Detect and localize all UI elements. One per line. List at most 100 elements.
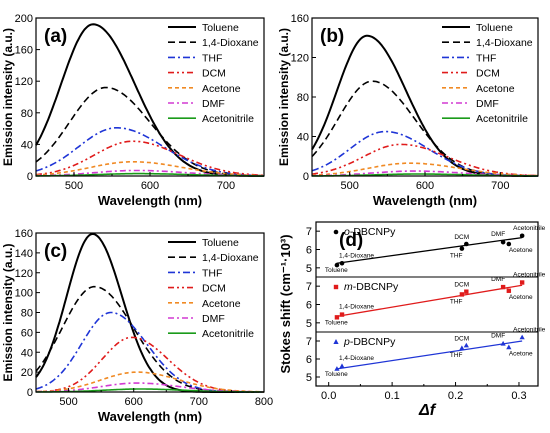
- point-label: Toluene: [325, 371, 348, 378]
- point-label: DMF: [491, 333, 505, 340]
- y-tick-label: 80: [21, 308, 33, 320]
- data-point: [506, 344, 512, 350]
- data-point: [464, 289, 469, 294]
- data-point: [339, 260, 345, 266]
- y-tick-label: 6: [306, 354, 312, 366]
- y-tick-label: 6: [306, 300, 312, 312]
- point-label: Acetone: [509, 294, 533, 301]
- point-label: THF: [450, 352, 463, 359]
- point-label: DMF: [491, 231, 505, 238]
- point-label: Toluene: [325, 267, 348, 274]
- series-line-thf: [35, 127, 264, 177]
- y-tick-label: 0: [303, 171, 309, 183]
- data-point: [464, 241, 469, 247]
- y-tick-label: 60: [21, 327, 33, 339]
- data-point: [463, 342, 469, 348]
- data-point: [334, 262, 340, 268]
- y-tick-label: 7: [306, 281, 312, 293]
- point-label: Acetone: [509, 247, 533, 254]
- point-label: Acetone: [509, 350, 533, 357]
- x-tick-label: 700: [217, 180, 235, 192]
- series-line-dmf: [36, 382, 264, 393]
- point-label: DCM: [454, 336, 469, 343]
- y-tick-label: 80: [21, 108, 33, 120]
- data-point: [339, 363, 345, 369]
- x-tick-label: 0.0: [321, 390, 336, 402]
- y-tick-label: 160: [291, 13, 309, 25]
- x-tick-label: 600: [141, 180, 159, 192]
- legend-label: Acetone: [202, 83, 241, 95]
- x-tick-label: 500: [59, 396, 77, 408]
- x-tick-label: 800: [255, 396, 273, 408]
- data-point: [334, 315, 340, 320]
- legend-label: Acetonitrile: [476, 113, 528, 125]
- y-tick-label: 200: [15, 13, 33, 25]
- point-label: Acetonitrile: [513, 326, 546, 333]
- data-point: [339, 312, 345, 317]
- y-tick-label: 100: [15, 288, 33, 300]
- emission-panel-c: 500 600 700 800 0 20 40 60 80 100 120 140 160 Wavelen…: [1, 228, 273, 424]
- x-tick-label: 600: [125, 396, 143, 408]
- y-tick-label: 7: [306, 336, 312, 348]
- data-point: [519, 334, 525, 340]
- legend-label: Acetone: [202, 298, 241, 310]
- data-point: [500, 239, 506, 245]
- y-axis-label: Emission intensity (a.u.): [1, 243, 15, 381]
- point-label: THF: [450, 253, 463, 260]
- x-tick-label: 0.2: [448, 390, 463, 402]
- panel-label: (a): [44, 26, 67, 47]
- y-tick-label: 6: [306, 245, 312, 257]
- point-label: 1,4-Dioxane: [339, 304, 374, 311]
- x-axis-label: Wavelength (nm): [373, 193, 477, 208]
- legend-suffix: -DBCNPy: [350, 226, 396, 238]
- legend-label: m-DBCNPy: [344, 281, 399, 293]
- y-tick-label: 5: [306, 263, 312, 275]
- legend-label: Acetone: [476, 83, 515, 95]
- y-tick-label: 160: [15, 228, 33, 240]
- data-point: [519, 233, 525, 239]
- point-label: Toluene: [325, 319, 348, 326]
- y-tick-label: 5: [306, 318, 312, 330]
- legend-marker: [333, 339, 339, 344]
- point-label: Acetonitrile: [513, 225, 546, 232]
- data-point: [506, 241, 512, 247]
- x-axis-label: Wavelength (nm): [98, 409, 202, 424]
- y-tick-label: 40: [21, 347, 33, 359]
- stokes-panel-d: 5 6 7 Toluene 1,4-Dioxane THF DCM DMF Acetone Ace…: [278, 221, 546, 419]
- y-tick-label: 120: [291, 53, 309, 65]
- y-tick-label: 120: [15, 76, 33, 88]
- y-tick-label: 0: [27, 171, 33, 183]
- legend-label: Acetonitrile: [202, 113, 254, 125]
- legend-label: THF: [476, 52, 496, 64]
- fit-line: [336, 284, 523, 318]
- legend-label: DMF: [202, 98, 225, 110]
- x-tick-label: 500: [65, 180, 83, 192]
- series-line-dcm: [35, 140, 265, 177]
- x-tick-label: 700: [491, 180, 509, 192]
- legend-label: DCM: [476, 68, 500, 80]
- y-tick-label: 40: [21, 139, 33, 151]
- legend-prefix: p: [343, 336, 350, 348]
- legend-label: Acetonitrile: [202, 328, 254, 340]
- point-label: THF: [450, 298, 463, 305]
- legend-label: DCM: [202, 68, 226, 80]
- series-line-acetone: [36, 371, 264, 393]
- x-tick-label: 0.3: [511, 390, 526, 402]
- x-tick-label: 500: [340, 180, 358, 192]
- legend-label: o-DBCNPy: [344, 226, 396, 238]
- y-tick-label: 80: [297, 92, 309, 104]
- legend-label: THF: [202, 267, 222, 279]
- y-tick-label: 160: [15, 45, 33, 57]
- legend-prefix: o: [344, 226, 350, 238]
- x-tick-label: 0.1: [384, 390, 399, 402]
- legend-prefix: m: [344, 281, 353, 293]
- x-tick-label: 700: [190, 396, 208, 408]
- legend-suffix: -DBCNPy: [350, 336, 396, 348]
- data-point: [500, 340, 506, 346]
- point-label: DMF: [491, 276, 505, 283]
- panel-label: (b): [320, 26, 344, 47]
- legend-label: Toluene: [202, 237, 239, 249]
- legend-label: Toluene: [476, 22, 513, 34]
- panel-label: (c): [44, 241, 67, 262]
- data-point: [459, 246, 465, 251]
